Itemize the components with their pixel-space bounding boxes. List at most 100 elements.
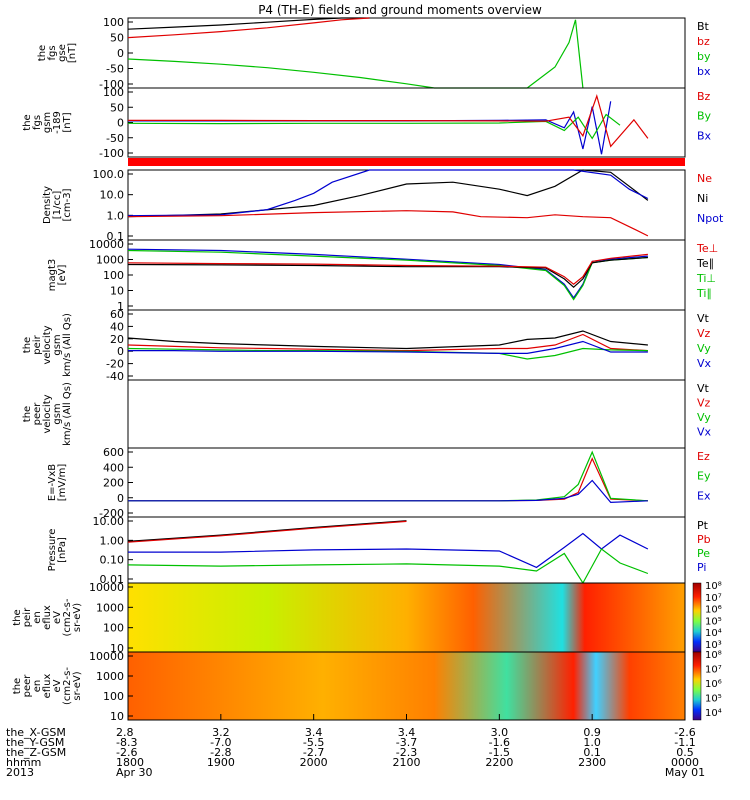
colorbar (692, 651, 702, 721)
series-line-Ey (128, 450, 648, 502)
y-axis-label-line: [nT] (62, 112, 73, 132)
y-axis-label-line: [mV/m] (57, 464, 68, 502)
colorbar-label: 10⁴ (705, 708, 722, 719)
series-line-bz (127, 17, 370, 39)
series-line-Bt (127, 17, 370, 30)
y-axis-label-line: fgs (47, 45, 58, 60)
series-line-Ex (128, 479, 648, 504)
colorbar (692, 582, 702, 653)
y-axis-label-line: -189 (52, 111, 63, 134)
y-axis-label: thepeervelocitygsmkm/s (All Qs) (22, 382, 73, 446)
legend-entry: Vt (697, 312, 710, 325)
colorbar-label: 10³ (705, 640, 722, 651)
x-row-value: 2.8 (116, 726, 134, 739)
x-row-value: -2.7 (303, 746, 324, 759)
y-tick-label: 100 (103, 16, 124, 29)
x-row-value: -1.6 (489, 736, 510, 749)
y-axis-label-line: the (12, 609, 23, 625)
legend-entry: Vz (697, 397, 711, 410)
y-tick-label: -40 (106, 370, 124, 383)
legend-entry: by (697, 50, 711, 63)
y-axis-label-line: eflux (42, 605, 53, 630)
figure-title: P4 (TH-E) fields and ground moments over… (258, 3, 542, 17)
y-tick-label: 10 (110, 710, 124, 723)
x-row-value: 1.0 (583, 736, 601, 749)
y-axis-label-line: peir (32, 334, 43, 354)
series-line-Pt (127, 520, 407, 542)
series-line-Bx (128, 101, 612, 155)
y-tick-label: 50 (110, 101, 124, 114)
series-line-by (127, 19, 584, 89)
legend-entry: Pe (697, 547, 710, 560)
x-row-value: 2000 (300, 756, 328, 769)
x-row-value: 3.4 (305, 726, 323, 739)
y-tick-label: -200 (99, 507, 124, 520)
y-axis-label-line: fgs (32, 115, 43, 130)
y-tick-label: 60 (110, 308, 124, 321)
y-axis-label-line: velocity (42, 394, 53, 433)
spectrogram-image (128, 652, 685, 720)
x-row-value: 1800 (116, 756, 144, 769)
y-tick-label: -50 (106, 132, 124, 145)
series-line-Ni (127, 169, 649, 218)
y-axis-label: thefgsgsm-189[nT] (22, 111, 73, 134)
legend-entry: Bt (697, 20, 710, 33)
legend-entry: bz (697, 35, 710, 48)
y-axis-label-line: Density (42, 186, 53, 224)
x-row-value: -1.5 (489, 746, 510, 759)
y-axis-label-line: the (22, 406, 33, 422)
panel-frame (127, 309, 686, 381)
y-tick-label: 10 (110, 285, 124, 298)
legend-entry: Vx (697, 357, 712, 370)
x-row-value: 1900 (207, 756, 235, 769)
x-row-value: 3.0 (491, 726, 509, 739)
series-line-Npot (127, 169, 649, 217)
x-row-value: 0.1 (583, 746, 601, 759)
x-row-value: -2.8 (210, 746, 231, 759)
y-tick-label: 100 (103, 622, 124, 635)
y-axis-label: thepeerenefluxeV(cm2-s-sr-eV) (12, 667, 83, 705)
x-row-value: May 01 (665, 766, 705, 779)
y-axis-label-line: [nT] (67, 43, 78, 63)
legend-entry: Vy (697, 411, 711, 424)
panel-fgs_gse: 100 50 0 -50 -100 thefgsgse[nT] Bt bz by bx (37, 16, 711, 91)
y-tick-label: 1.00 (100, 534, 125, 547)
y-axis-label-line: (cm2-s- (62, 667, 73, 705)
legend-entry: Ez (697, 450, 710, 463)
legend-entry: Ti⊥ (696, 272, 716, 285)
colorbar-label: 10⁶ (705, 679, 722, 690)
x-row-label: the_Z-GSM (6, 746, 66, 759)
y-axis-label-line: en (32, 611, 43, 624)
x-row-value: -2.6 (674, 726, 695, 739)
x-row-value: 2100 (393, 756, 421, 769)
y-tick-label: 1000 (96, 670, 124, 683)
y-axis-label-line: velocity (42, 325, 53, 364)
y-axis-label-line: the (22, 114, 33, 130)
y-tick-label: 1 (117, 300, 124, 313)
y-axis-label-line: eflux (42, 674, 53, 699)
y-axis-label-line: Pressure (47, 529, 58, 572)
y-axis-label-line: the (22, 337, 33, 353)
series-line-Pb (127, 520, 407, 543)
x-row-value: -2.3 (396, 746, 417, 759)
legend-entry: Npot (697, 212, 724, 225)
y-tick-label: -20 (106, 358, 124, 371)
y-tick-label: 10 (110, 642, 124, 655)
series-line-Vt (127, 330, 648, 350)
legend-entry: Bz (697, 90, 711, 103)
series-line-By (127, 113, 621, 140)
colorbar-label: 10⁸ (705, 581, 722, 592)
y-tick-label: 100 (103, 690, 124, 703)
y-tick-label: 50 (110, 32, 124, 45)
y-tick-label: 10000 (89, 650, 124, 663)
x-row-value: -1.1 (674, 736, 695, 749)
x-row-label: hhmm (6, 756, 41, 769)
colorbar-label: 10⁷ (705, 665, 722, 676)
y-axis-label-line: km/s (All Qs) (62, 313, 73, 377)
x-row-value: -3.7 (396, 736, 417, 749)
series-line-Ti⊥ (127, 248, 648, 299)
x-row-value: -7.0 (210, 736, 231, 749)
legend-entry: Ey (697, 470, 711, 483)
y-tick-label: 100 (103, 269, 124, 282)
